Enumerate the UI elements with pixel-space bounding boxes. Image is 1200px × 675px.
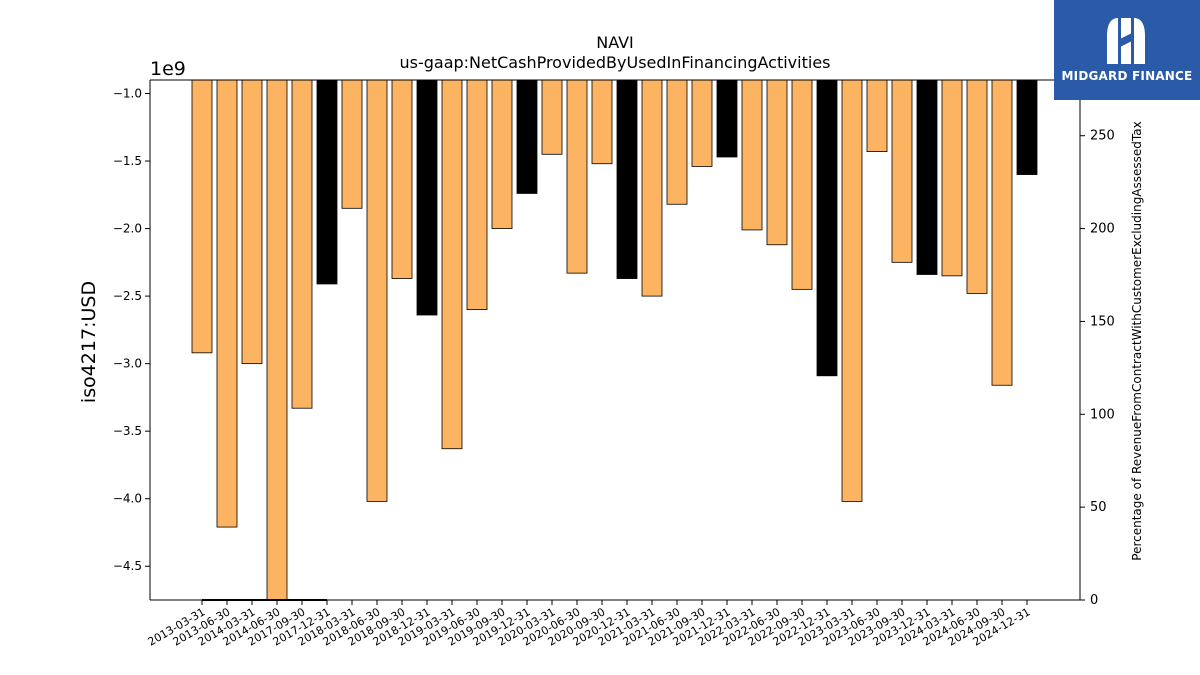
bar-2022-09-30 xyxy=(791,79,813,290)
bar-2017-12-31 xyxy=(316,79,338,285)
bar-2013-06-30 xyxy=(216,79,238,528)
y2-tick-label: 150 xyxy=(1090,314,1115,329)
y2-tick-label: 100 xyxy=(1090,407,1115,422)
bar-2018-06-30 xyxy=(366,79,388,502)
bar-2024-06-30 xyxy=(966,79,988,294)
bar-2019-09-30 xyxy=(491,79,513,229)
y-tick-label: −4.5 xyxy=(113,559,142,573)
bar-2023-06-30 xyxy=(866,79,888,152)
y2-axis-label: Percentage of RevenueFromContractWithCus… xyxy=(1130,121,1144,560)
bar-2013-03-31 xyxy=(191,79,213,354)
bar-2018-09-30 xyxy=(391,79,413,279)
y2-tick-label: 50 xyxy=(1090,500,1107,515)
bar-2018-12-31 xyxy=(416,79,438,316)
bar-2019-03-31 xyxy=(441,79,463,450)
bar-2019-06-30 xyxy=(466,79,488,311)
y-tick-label: −1.5 xyxy=(113,154,142,168)
y-axis-label: iso4217:USD xyxy=(78,281,100,403)
bar-2021-03-31 xyxy=(641,79,663,297)
bar-2018-03-31 xyxy=(341,79,363,209)
bar-2023-03-31 xyxy=(841,79,863,502)
bars-group xyxy=(191,79,1038,601)
bar-2020-09-30 xyxy=(591,79,613,165)
y2-tick-label: 0 xyxy=(1090,593,1098,608)
y-tick-label: −3.0 xyxy=(113,357,142,371)
y-tick-label: −3.5 xyxy=(113,424,142,438)
y-tick-label: −2.0 xyxy=(113,222,142,236)
bar-2014-06-30 xyxy=(266,79,288,601)
bar-2023-09-30 xyxy=(891,79,913,263)
bar-2020-06-30 xyxy=(566,79,588,274)
logo-text: MIDGARD FINANCE xyxy=(1061,69,1193,83)
chart-subtitle: us-gaap:NetCashProvidedByUsedInFinancing… xyxy=(399,53,830,72)
y2-tick-label: 250 xyxy=(1090,129,1115,144)
y-offset-label: 1e9 xyxy=(150,58,186,80)
bar-2019-12-31 xyxy=(516,79,538,194)
bar-2020-03-31 xyxy=(541,79,563,155)
axes-group: −1.0 −1.5 −2.0 −2.5 −3.0 −3.5 −4.0 −4.5 0 50 100 15… xyxy=(113,79,1115,649)
bar-2014-03-31 xyxy=(241,79,263,365)
y-tick-label: −4.0 xyxy=(113,492,142,506)
y-tick-label: −2.5 xyxy=(113,289,142,303)
y2-tick-label: 200 xyxy=(1090,222,1115,237)
bar-2024-03-31 xyxy=(941,79,963,277)
bar-2021-06-30 xyxy=(666,79,688,205)
bar-2020-12-31 xyxy=(616,79,638,279)
bar-2024-09-30 xyxy=(991,79,1013,386)
brand-logo: MIDGARD FINANCE xyxy=(1054,0,1200,100)
bar-2022-12-31 xyxy=(816,79,838,377)
bar-2017-09-30 xyxy=(291,79,313,409)
bar-2022-06-30 xyxy=(766,79,788,246)
bar-2024-12-31 xyxy=(1016,79,1038,175)
bar-2022-03-31 xyxy=(741,79,763,231)
bar-2023-12-31 xyxy=(916,79,938,275)
chart-title: NAVI xyxy=(596,33,634,52)
y-tick-label: −1.0 xyxy=(113,87,142,101)
midgard-logo-icon xyxy=(1107,18,1145,64)
bar-2021-09-30 xyxy=(691,79,713,167)
bar-2021-12-31 xyxy=(716,79,738,158)
